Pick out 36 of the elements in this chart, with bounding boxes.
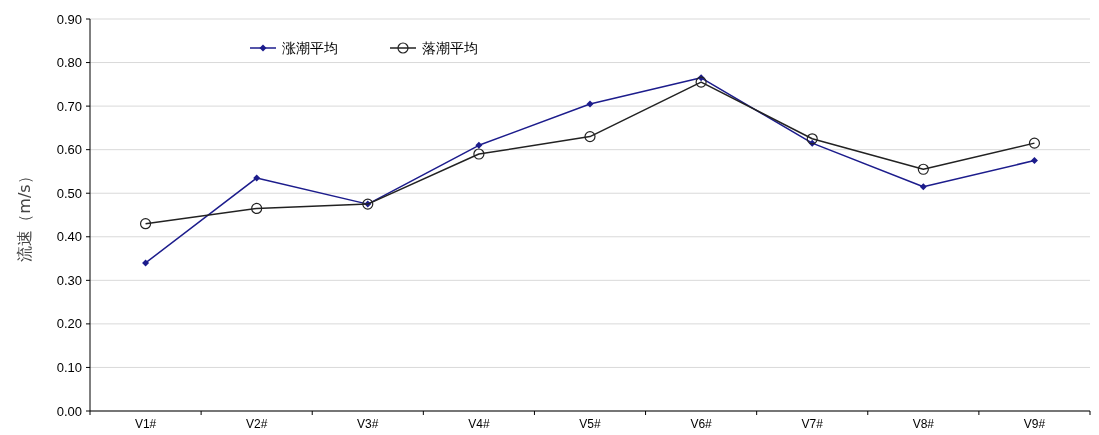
y-tick-label: 0.30 [56, 272, 82, 288]
y-tick-label: 0.90 [56, 11, 82, 27]
y-tick-label: 0.40 [56, 229, 82, 245]
x-tick-label: V7# [801, 417, 824, 431]
point [142, 259, 150, 267]
point [584, 131, 596, 143]
point [475, 141, 483, 149]
y-axis-title: 流速（m/s） [15, 168, 34, 262]
x-tick-label: V3# [357, 417, 379, 431]
point [251, 202, 263, 215]
point [1030, 157, 1038, 165]
y-tick-label: 0.20 [56, 316, 82, 332]
x-tick-label: V1# [134, 417, 157, 431]
point [473, 148, 485, 160]
y-tick-label: 0.50 [56, 185, 82, 201]
x-tick-label: V4# [468, 417, 490, 431]
x-tick-label: V9# [1023, 417, 1046, 431]
point [917, 163, 929, 175]
point [139, 218, 152, 230]
x-tick-label: V5# [579, 417, 601, 431]
legend-label: 落潮平均 [422, 39, 478, 56]
y-tick-label: 0.80 [56, 55, 82, 71]
point [1028, 137, 1041, 149]
y-tick-label: 0.60 [56, 142, 82, 158]
x-tick-label: V6# [690, 417, 713, 431]
point [586, 100, 594, 108]
point [695, 76, 707, 88]
point [806, 133, 818, 145]
y-tick-label: 0.00 [56, 403, 82, 419]
x-tick-label: V2# [245, 417, 268, 431]
legend-label: 涨潮平均 [282, 39, 338, 56]
point [919, 183, 927, 191]
y-tick-label: 0.70 [56, 98, 82, 114]
x-tick-label: V8# [912, 417, 935, 431]
y-tick-label: 0.10 [56, 359, 82, 375]
point [253, 174, 261, 182]
